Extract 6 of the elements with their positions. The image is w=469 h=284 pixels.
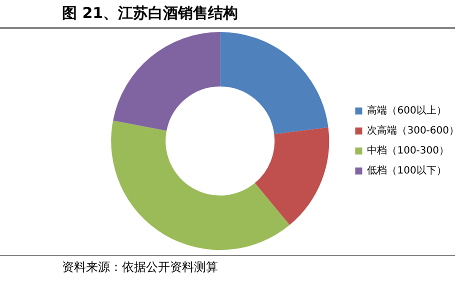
legend-label: 低档（100以下） xyxy=(367,164,446,177)
legend-label: 中档（100-300） xyxy=(367,144,450,157)
legend-label: 高端（600以上） xyxy=(367,104,446,117)
legend-label: 次高端（300-600） xyxy=(367,124,460,137)
chart-title: 图 21、江苏白酒销售结构 xyxy=(62,4,238,23)
text: 资料来源：依据公开资料测算 xyxy=(62,259,218,276)
